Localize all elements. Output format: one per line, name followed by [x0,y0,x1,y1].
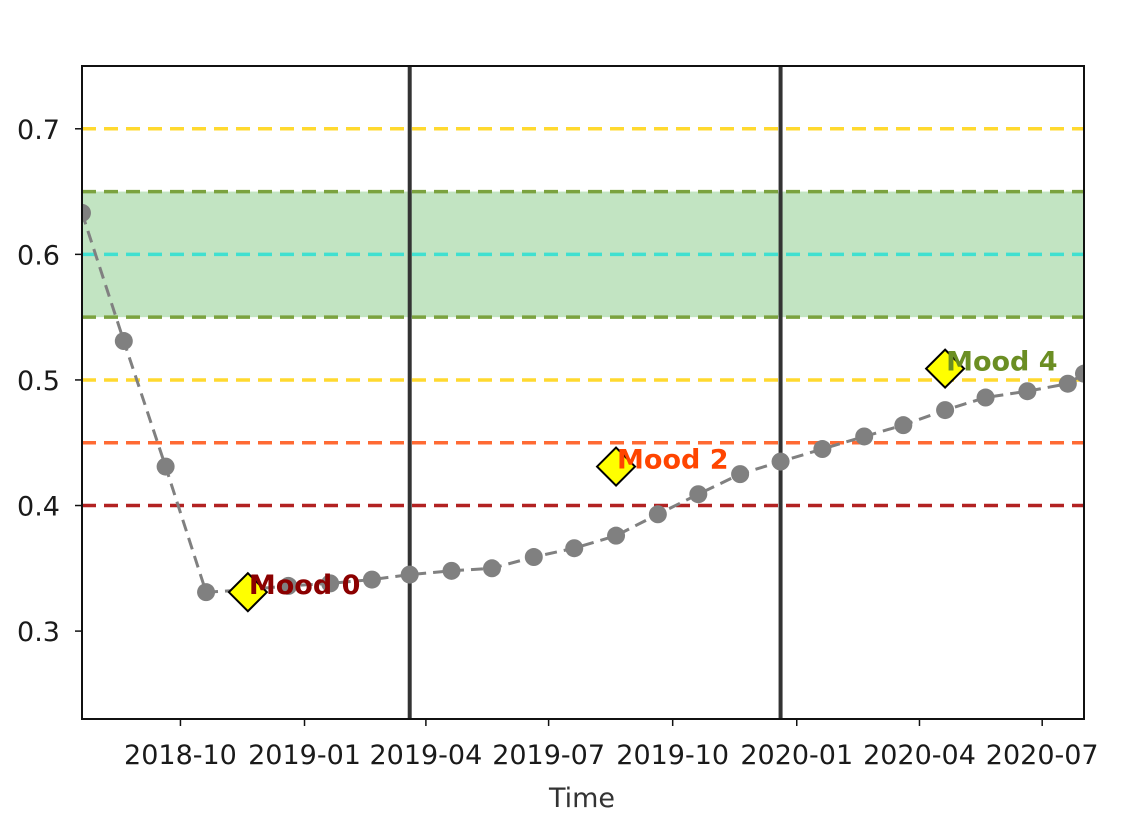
data-point-0 [82,203,91,222]
y-tick-label-4: 0.7 [17,115,60,146]
data-point-9 [442,561,461,580]
mood-label-0: Mood 0 [249,570,360,601]
data-point-13 [607,526,626,545]
mood-marker-2 [924,348,966,390]
mood-marker-0 [227,571,269,613]
reference-lines [82,127,1084,508]
data-point-18 [813,440,832,459]
data-point-24 [1058,374,1077,393]
data-point-8 [400,565,419,584]
data-point-6 [321,574,340,593]
band-region [82,191,1084,318]
data-point-7 [362,570,381,589]
y-tick-label-0: 0.3 [17,617,60,648]
x-tick-label-4: 2019-10 [616,740,729,771]
x-tick-label-3: 2019-07 [492,740,605,771]
mood-marker-1 [595,446,637,488]
x-axis: 2018-10 2019-01 2019-04 2019-07 2019-10 2020-… [124,719,1099,771]
x-tick-label-0: 2018-10 [124,740,237,771]
x-tick-label-7: 2020-07 [986,740,1099,771]
plot-frame [81,65,1085,720]
data-point-20 [894,416,913,435]
data-point-1 [114,332,133,351]
data-point-12 [565,539,584,558]
x-tick-label-6: 2020-04 [863,740,976,771]
x-axis-title: Time [548,783,615,814]
data-point-17 [771,452,790,471]
data-point-15 [689,485,708,504]
y-axis: 0.3 0.4 0.5 0.6 0.7 [17,115,82,648]
data-point-2 [156,457,175,476]
data-point-22 [976,388,995,407]
data-point-10 [482,559,501,578]
x-tick-label-2: 2019-04 [369,740,482,771]
data-point-3 [197,583,216,602]
data-point-5 [279,576,298,595]
y-tick-label-3: 0.6 [17,240,60,271]
data-point-23 [1018,382,1037,401]
mood-label-2: Mood 4 [946,347,1057,378]
mood-label-1: Mood 2 [617,445,728,476]
vertical-lines [407,66,783,719]
data-point-21 [936,401,955,420]
data-point-25 [1075,364,1084,383]
x-tick-label-1: 2019-01 [248,740,361,771]
data-point-16 [731,465,750,484]
annotation-layer: Mood 0 Mood 2 Mood 4 [227,347,1058,613]
data-point-11 [524,548,543,567]
data-point-19 [855,427,874,446]
band-layer [82,191,1084,318]
data-point-14 [648,505,667,524]
y-tick-label-2: 0.5 [17,366,60,397]
y-tick-label-1: 0.4 [17,492,60,523]
x-tick-label-5: 2020-01 [740,740,853,771]
